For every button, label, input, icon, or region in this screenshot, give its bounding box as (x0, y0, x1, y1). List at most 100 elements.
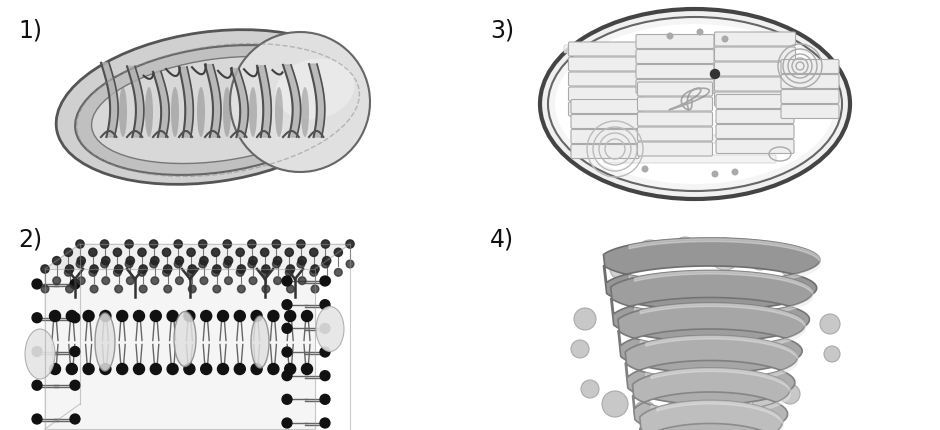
Circle shape (102, 257, 110, 265)
Circle shape (70, 347, 80, 356)
Circle shape (53, 257, 61, 265)
Circle shape (100, 364, 111, 375)
Text: 3): 3) (490, 18, 514, 42)
Ellipse shape (540, 10, 850, 200)
Ellipse shape (230, 33, 370, 172)
Circle shape (199, 261, 207, 268)
Circle shape (64, 249, 72, 257)
Circle shape (32, 414, 42, 424)
Circle shape (234, 311, 245, 322)
FancyBboxPatch shape (569, 103, 641, 117)
Circle shape (32, 347, 42, 356)
Circle shape (249, 277, 257, 285)
Circle shape (287, 286, 294, 293)
Circle shape (251, 311, 262, 322)
FancyBboxPatch shape (714, 63, 795, 77)
Circle shape (151, 277, 159, 285)
Circle shape (297, 240, 306, 249)
Circle shape (76, 261, 84, 268)
Circle shape (114, 249, 121, 257)
Circle shape (642, 167, 648, 172)
Circle shape (320, 418, 330, 428)
Circle shape (285, 249, 293, 257)
Circle shape (70, 313, 80, 323)
Circle shape (67, 364, 77, 375)
Circle shape (752, 393, 778, 419)
Ellipse shape (275, 59, 354, 120)
FancyBboxPatch shape (716, 95, 794, 109)
Polygon shape (231, 70, 248, 138)
Circle shape (780, 256, 800, 276)
Circle shape (201, 311, 212, 322)
Circle shape (117, 311, 128, 322)
Circle shape (346, 240, 354, 249)
Circle shape (77, 257, 86, 265)
Polygon shape (45, 244, 350, 269)
FancyBboxPatch shape (564, 46, 786, 54)
Circle shape (102, 277, 110, 285)
Circle shape (274, 277, 281, 285)
Circle shape (335, 249, 342, 257)
Circle shape (217, 311, 228, 322)
Circle shape (198, 240, 207, 249)
Circle shape (83, 364, 94, 375)
Circle shape (53, 277, 60, 285)
Circle shape (321, 240, 330, 249)
Circle shape (722, 37, 728, 43)
Text: 2): 2) (18, 227, 42, 252)
FancyBboxPatch shape (604, 156, 776, 164)
Circle shape (663, 402, 687, 426)
Circle shape (713, 172, 718, 178)
Circle shape (225, 257, 232, 265)
Circle shape (581, 380, 599, 398)
Ellipse shape (145, 88, 153, 138)
Circle shape (32, 313, 42, 323)
FancyBboxPatch shape (571, 130, 639, 144)
Circle shape (150, 257, 159, 265)
Circle shape (268, 311, 279, 322)
Circle shape (236, 249, 244, 257)
FancyBboxPatch shape (724, 111, 801, 119)
Circle shape (66, 286, 73, 293)
Polygon shape (618, 303, 805, 373)
Ellipse shape (251, 316, 269, 368)
Circle shape (187, 249, 196, 257)
Circle shape (89, 269, 97, 276)
Circle shape (224, 261, 231, 268)
Polygon shape (257, 67, 272, 138)
Circle shape (309, 249, 318, 257)
Circle shape (101, 261, 108, 268)
Circle shape (117, 364, 128, 375)
Circle shape (571, 340, 589, 358)
Circle shape (188, 286, 196, 293)
Ellipse shape (548, 18, 842, 191)
Circle shape (634, 401, 656, 423)
Circle shape (820, 314, 840, 334)
FancyBboxPatch shape (574, 136, 791, 144)
Polygon shape (45, 269, 315, 429)
Circle shape (298, 257, 306, 265)
Circle shape (282, 394, 292, 404)
Circle shape (149, 261, 158, 268)
Ellipse shape (171, 88, 179, 138)
Circle shape (746, 417, 764, 430)
Circle shape (282, 371, 292, 381)
Circle shape (50, 364, 60, 375)
Circle shape (251, 364, 262, 375)
Circle shape (260, 269, 269, 276)
Circle shape (176, 277, 183, 285)
Circle shape (223, 240, 231, 249)
Circle shape (297, 261, 305, 268)
Text: 1): 1) (18, 18, 42, 42)
FancyBboxPatch shape (714, 93, 795, 107)
Circle shape (302, 311, 312, 322)
Polygon shape (309, 65, 325, 138)
Circle shape (237, 265, 245, 273)
Circle shape (311, 265, 319, 273)
Circle shape (311, 286, 319, 293)
Circle shape (184, 364, 195, 375)
Circle shape (302, 364, 312, 375)
Circle shape (320, 347, 330, 357)
Polygon shape (101, 64, 118, 138)
Circle shape (163, 249, 171, 257)
